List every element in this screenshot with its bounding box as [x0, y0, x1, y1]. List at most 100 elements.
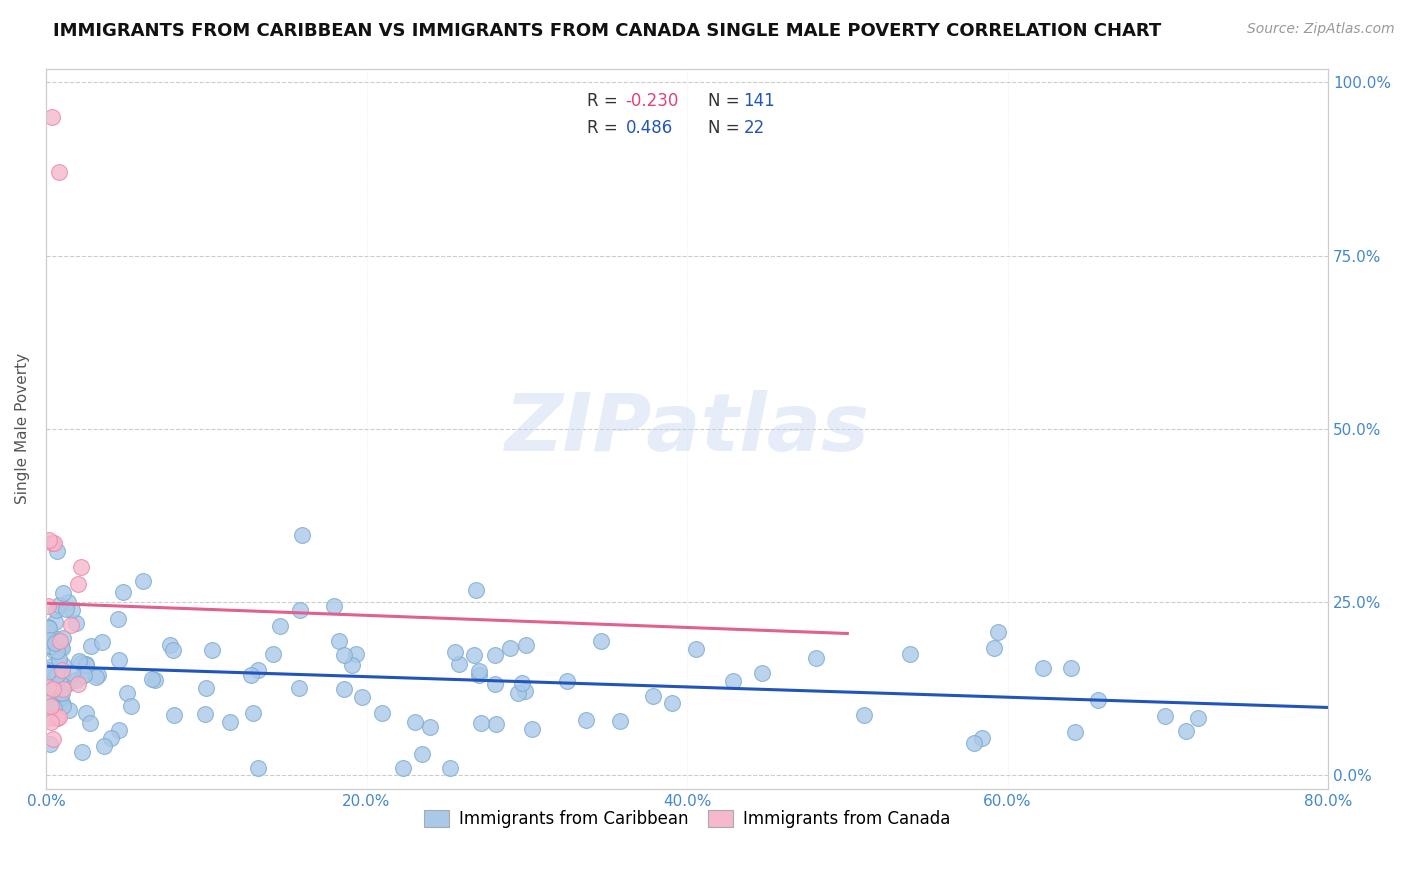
- Point: [66, 676, 89, 690]
- Point: [39, 737, 62, 751]
- Point: [371, 706, 394, 720]
- Point: [80, 639, 103, 653]
- Point: [1174, 724, 1197, 739]
- Point: [52, 699, 75, 714]
- Point: [218, 714, 240, 729]
- Point: [58, 595, 80, 609]
- Point: [42, 732, 65, 747]
- Point: [39, 639, 62, 653]
- Text: 141: 141: [744, 92, 775, 110]
- Point: [41, 701, 63, 715]
- Point: [246, 761, 269, 775]
- Point: [37, 670, 59, 684]
- Point: [1032, 661, 1054, 675]
- Point: [288, 681, 311, 695]
- Point: [641, 690, 664, 704]
- Point: [515, 639, 537, 653]
- Point: [107, 653, 129, 667]
- Point: [520, 723, 543, 737]
- Point: [49, 686, 72, 700]
- Point: [111, 584, 134, 599]
- Point: [463, 648, 485, 662]
- Point: [804, 650, 827, 665]
- Point: [162, 643, 184, 657]
- Point: [340, 658, 363, 673]
- Point: [246, 663, 269, 677]
- Point: [685, 642, 707, 657]
- Point: [439, 761, 461, 775]
- Point: [239, 668, 262, 682]
- Point: [291, 528, 314, 542]
- Point: [52, 657, 75, 672]
- Point: [93, 739, 115, 753]
- Point: [60, 665, 83, 680]
- Point: [328, 634, 350, 648]
- Point: [411, 747, 433, 761]
- Point: [79, 716, 101, 731]
- Point: [499, 641, 522, 656]
- Point: [323, 599, 346, 614]
- Point: [60, 618, 83, 632]
- Point: [163, 707, 186, 722]
- Point: [201, 643, 224, 657]
- Point: [70, 745, 93, 759]
- Point: [419, 720, 441, 734]
- Point: [352, 690, 374, 704]
- Point: [45, 603, 67, 617]
- Point: [52, 586, 75, 600]
- Point: [467, 667, 489, 681]
- Point: [39, 698, 62, 713]
- Point: [45, 668, 67, 682]
- Text: N =: N =: [707, 92, 740, 110]
- Point: [508, 686, 530, 700]
- Point: [51, 686, 73, 700]
- Point: [449, 657, 471, 672]
- Point: [44, 681, 66, 696]
- Point: [48, 165, 70, 179]
- Point: [41, 110, 63, 124]
- Point: [91, 635, 114, 649]
- Legend: Immigrants from Caribbean, Immigrants from Canada: Immigrants from Caribbean, Immigrants fr…: [418, 804, 957, 835]
- Point: [48, 652, 70, 666]
- Text: N =: N =: [707, 119, 740, 136]
- Point: [38, 620, 60, 634]
- Point: [1060, 661, 1083, 675]
- Point: [87, 668, 110, 682]
- Point: [262, 647, 284, 661]
- Point: [51, 668, 73, 682]
- Point: [38, 687, 60, 701]
- Point: [39, 703, 62, 717]
- Point: [120, 698, 142, 713]
- Point: [48, 710, 70, 724]
- Text: -0.230: -0.230: [626, 92, 679, 110]
- Point: [465, 582, 488, 597]
- Point: [65, 673, 87, 688]
- Point: [44, 670, 66, 684]
- Point: [41, 536, 63, 550]
- Point: [589, 634, 612, 648]
- Text: 0.486: 0.486: [626, 119, 672, 136]
- Point: [751, 665, 773, 680]
- Point: [75, 658, 97, 673]
- Point: [194, 706, 217, 721]
- Point: [42, 644, 65, 658]
- Point: [52, 632, 75, 646]
- Point: [132, 574, 155, 588]
- Point: [58, 703, 80, 717]
- Text: ZIPatlas: ZIPatlas: [505, 390, 869, 468]
- Point: [392, 761, 415, 775]
- Point: [45, 711, 67, 725]
- Point: [195, 681, 218, 695]
- Point: [970, 731, 993, 745]
- Point: [38, 533, 60, 547]
- Point: [852, 707, 875, 722]
- Point: [242, 706, 264, 720]
- Point: [513, 684, 536, 698]
- Point: [575, 713, 598, 727]
- Point: [65, 616, 87, 631]
- Point: [37, 620, 59, 634]
- Point: [115, 686, 138, 700]
- Point: [721, 673, 744, 688]
- Point: [963, 736, 986, 750]
- Point: [37, 680, 59, 694]
